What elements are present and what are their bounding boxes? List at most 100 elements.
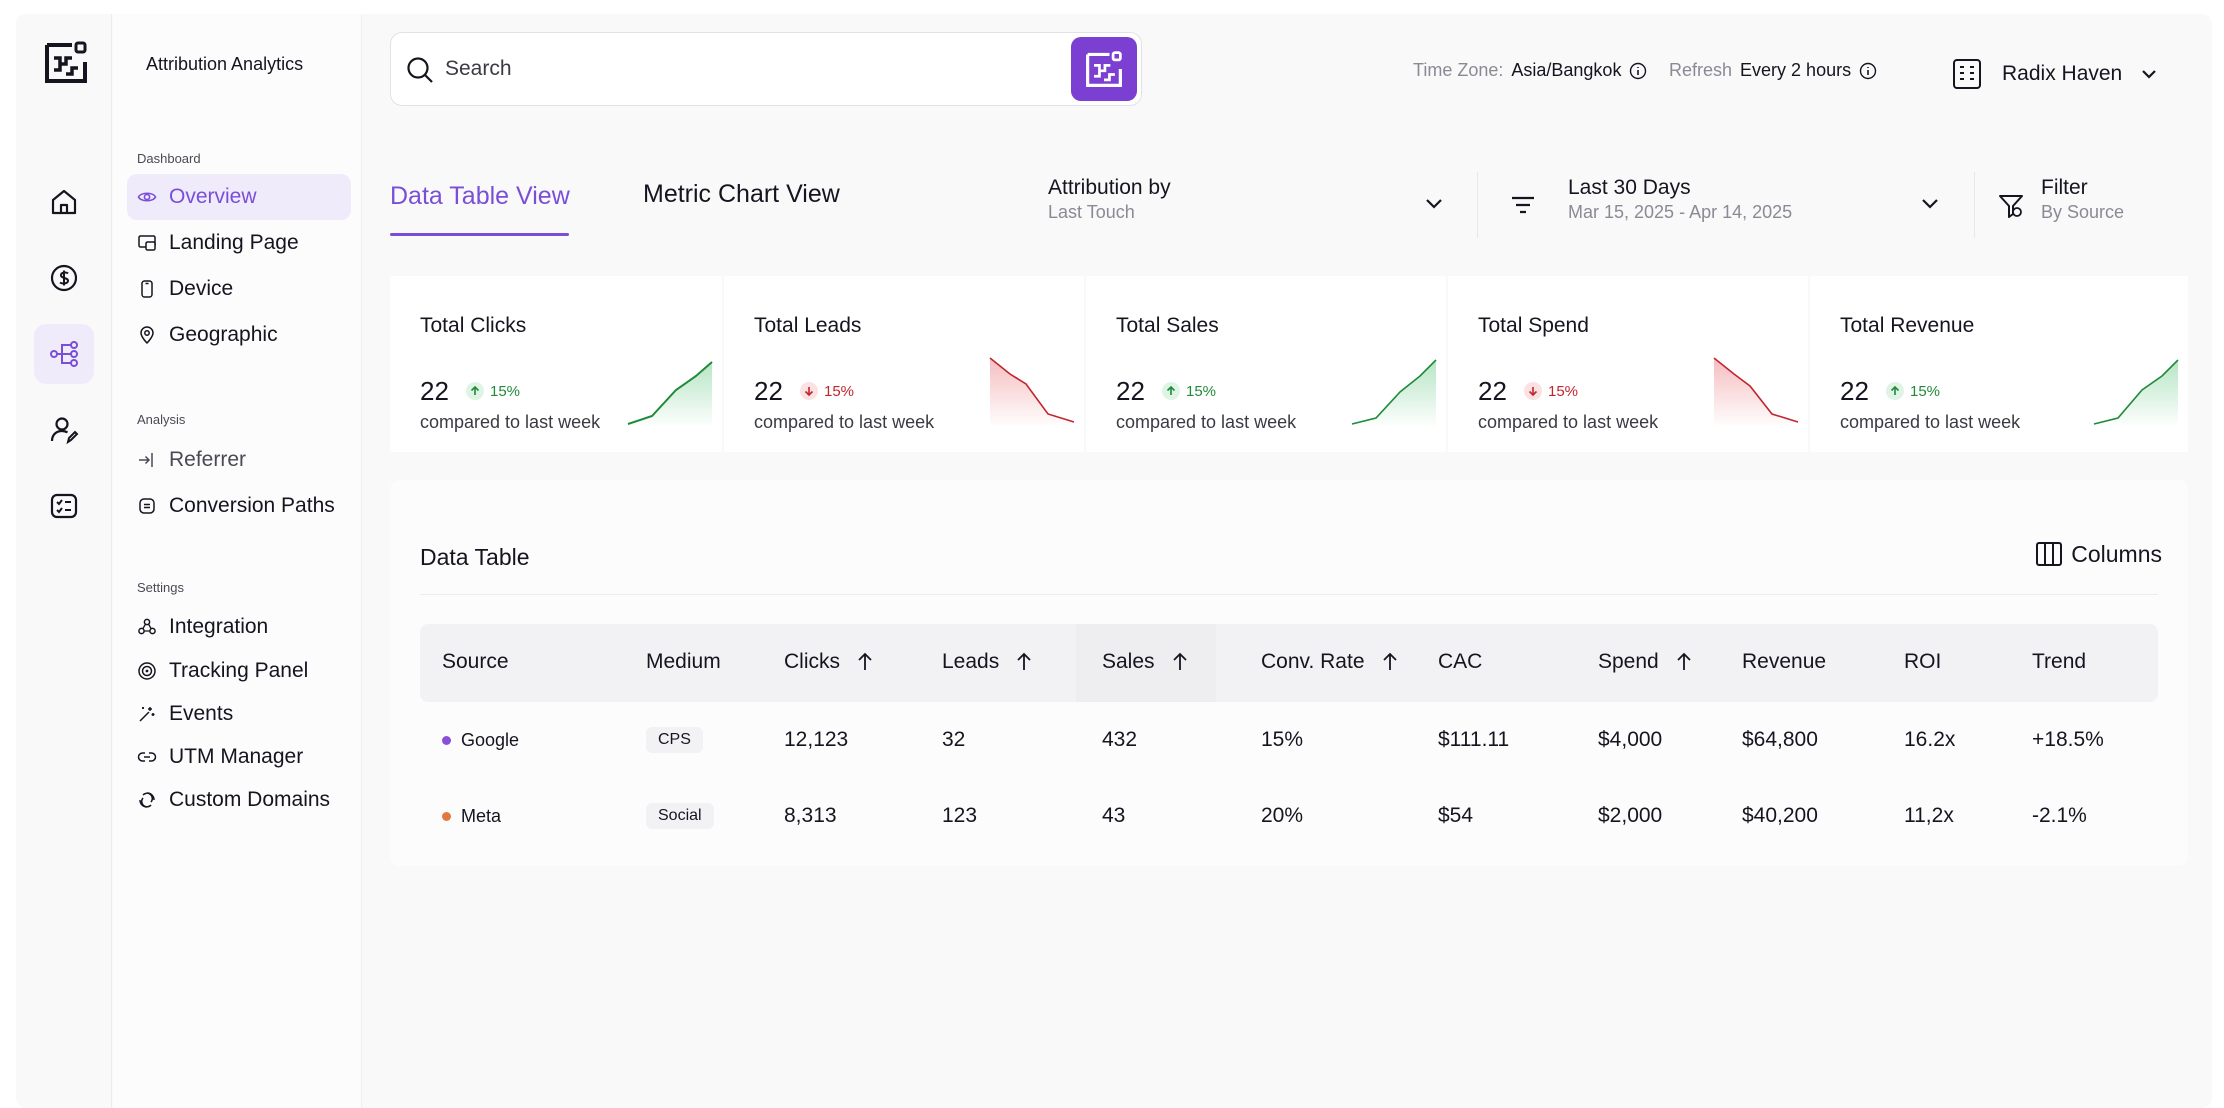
sort-lines-icon bbox=[1512, 196, 1534, 214]
filter-value: By Source bbox=[2041, 202, 2125, 222]
attribution-flow-icon bbox=[50, 341, 78, 367]
source-name: Meta bbox=[461, 805, 502, 826]
sort-arrow-up-icon[interactable] bbox=[1673, 651, 1695, 673]
sidebar-item-label: Events bbox=[169, 702, 234, 725]
date-range-select[interactable]: Last 30 Days Mar 15, 2025 - Apr 14, 2025 bbox=[1478, 164, 1973, 246]
cell-medium: CPS bbox=[646, 702, 703, 778]
kpi-card-total-sales: Total Sales 22 15% compared to last week bbox=[1086, 276, 1446, 452]
columns-button[interactable]: Columns bbox=[2035, 540, 2162, 568]
sort-arrow-up-icon[interactable] bbox=[1169, 651, 1191, 673]
column-header-label: Sales bbox=[1102, 650, 1155, 673]
filter-button[interactable]: Filter By Source bbox=[1975, 164, 2188, 246]
eye-icon bbox=[137, 192, 157, 202]
sidebar-item-utm-manager[interactable]: UTM Manager bbox=[127, 734, 351, 780]
kpi-card-total-clicks: Total Clicks 22 15% compared to last wee… bbox=[390, 276, 722, 452]
table-row[interactable]: Meta Social 8,313 123 43 20% $54 $2,000 … bbox=[420, 778, 2158, 854]
source-dot bbox=[442, 735, 451, 745]
account-switcher[interactable]: Radix Haven bbox=[1950, 54, 2160, 94]
cell-clicks: 8,313 bbox=[784, 804, 837, 827]
column-header-leads[interactable]: Leads bbox=[942, 650, 1035, 674]
cell-leads: 32 bbox=[942, 728, 966, 751]
kpi-compare: compared to last week bbox=[1478, 412, 1659, 432]
rail-tasks-button[interactable] bbox=[34, 476, 94, 536]
map-pin-icon bbox=[140, 326, 154, 345]
sort-arrow-up-icon[interactable] bbox=[854, 651, 876, 673]
rail-attribution-button[interactable] bbox=[34, 324, 94, 384]
column-header-medium[interactable]: Medium bbox=[646, 650, 721, 673]
sort-arrow-up-icon[interactable] bbox=[1379, 651, 1401, 673]
cell-conv-rate: 20% bbox=[1261, 804, 1304, 827]
cell-cac: $54 bbox=[1438, 804, 1474, 827]
search-brand-button[interactable] bbox=[1071, 37, 1137, 101]
column-header-label: Conv. Rate bbox=[1261, 650, 1365, 673]
chevron-down-icon bbox=[1426, 199, 1442, 209]
column-header-conv-rate[interactable]: Conv. Rate bbox=[1261, 650, 1401, 674]
column-header-source[interactable]: Source bbox=[442, 650, 509, 673]
sidebar-item-geographic[interactable]: Geographic bbox=[127, 312, 351, 358]
column-header-clicks[interactable]: Clicks bbox=[784, 650, 876, 674]
sidebar-item-integration[interactable]: Integration bbox=[127, 604, 351, 650]
kpi-card-total-revenue: Total Revenue 22 15% compared to last we… bbox=[1810, 276, 2188, 452]
cell-revenue: $64,800 bbox=[1742, 728, 1818, 751]
kpi-title: Total Sales bbox=[1116, 314, 1219, 337]
refresh-label: Refresh bbox=[1669, 60, 1733, 80]
sidebar-item-events[interactable]: Events bbox=[127, 691, 351, 737]
sorted-column-highlight bbox=[1076, 624, 1216, 702]
app-logo[interactable] bbox=[44, 40, 88, 84]
link-icon bbox=[137, 752, 157, 762]
sort-arrow-up-icon[interactable] bbox=[1013, 651, 1035, 673]
rail-home-button[interactable] bbox=[34, 172, 94, 232]
sidebar-item-label: Geographic bbox=[169, 323, 278, 346]
sidebar-item-label: Device bbox=[169, 277, 234, 300]
sidebar-item-overview[interactable]: Overview bbox=[127, 174, 351, 220]
column-header-cac[interactable]: CAC bbox=[1438, 650, 1483, 673]
kpi-card-total-leads: Total Leads 22 15% compared to last week bbox=[724, 276, 1084, 452]
info-icon[interactable] bbox=[1629, 62, 1647, 80]
kpi-value: 22 bbox=[1840, 376, 1869, 406]
column-header-revenue[interactable]: Revenue bbox=[1742, 650, 1827, 673]
tab-metric-chart-view[interactable]: Metric Chart View bbox=[643, 180, 840, 208]
arrow-up-icon bbox=[1162, 382, 1180, 400]
kpi-title: Total Leads bbox=[754, 314, 862, 337]
sidebar-item-conversion-paths[interactable]: Conversion Paths bbox=[127, 483, 351, 529]
kpi-delta-value: 15% bbox=[1186, 382, 1217, 400]
sidebar-item-referrer[interactable]: Referrer bbox=[127, 437, 351, 483]
sidebar-item-device[interactable]: Device bbox=[127, 266, 351, 312]
attribution-model-select[interactable]: Attribution by Last Touch bbox=[1018, 164, 1476, 246]
kpi-delta: 15% bbox=[1886, 382, 1940, 400]
cell-spend: $4,000 bbox=[1598, 728, 1663, 751]
info-icon[interactable] bbox=[1859, 62, 1877, 80]
app-logo-icon bbox=[1086, 51, 1122, 87]
kpi-value: 22 bbox=[420, 376, 449, 406]
column-header-spend[interactable]: Spend bbox=[1598, 650, 1695, 674]
column-header-roi[interactable]: ROI bbox=[1904, 650, 1942, 673]
cell-revenue: $40,200 bbox=[1742, 804, 1818, 827]
table-header-row: Source Medium Clicks Leads Sales Conv. R… bbox=[420, 624, 2158, 702]
cell-cac: $111.11 bbox=[1438, 728, 1510, 751]
user-edit-icon bbox=[50, 417, 79, 445]
filter-funnel-icon bbox=[1999, 195, 2023, 218]
sub-sidebar: Attribution Analytics Dashboard Overview… bbox=[113, 14, 362, 1108]
date-range-title: Last 30 Days bbox=[1568, 176, 1691, 199]
search-input[interactable] bbox=[445, 51, 1005, 87]
section-label-settings: Settings bbox=[137, 580, 184, 595]
kpi-value: 22 bbox=[1116, 376, 1145, 406]
tab-data-table-view[interactable]: Data Table View bbox=[390, 182, 570, 210]
section-label-dashboard: Dashboard bbox=[137, 151, 201, 166]
timezone-value: Asia/Bangkok bbox=[1511, 60, 1622, 80]
cell-roi: 11,2x bbox=[1904, 804, 1954, 827]
column-header-label: Clicks bbox=[784, 650, 840, 673]
sidebar-item-landing-page[interactable]: Landing Page bbox=[127, 220, 351, 266]
rail-revenue-button[interactable] bbox=[34, 248, 94, 308]
table-row[interactable]: Google CPS 12,123 32 432 15% $111.11 $4,… bbox=[420, 702, 2158, 778]
search-bar[interactable] bbox=[390, 32, 1142, 106]
column-header-sales[interactable]: Sales bbox=[1102, 650, 1191, 674]
column-header-trend[interactable]: Trend bbox=[2032, 650, 2087, 673]
sidebar-item-custom-domains[interactable]: Custom Domains bbox=[127, 777, 351, 823]
sidebar-item-label: Landing Page bbox=[169, 231, 299, 254]
medium-chip: Social bbox=[646, 803, 714, 829]
search-icon bbox=[407, 57, 433, 83]
rail-users-button[interactable] bbox=[34, 400, 94, 460]
sidebar-item-tracking-panel[interactable]: Tracking Panel bbox=[127, 648, 351, 694]
domain-icon bbox=[139, 792, 155, 808]
